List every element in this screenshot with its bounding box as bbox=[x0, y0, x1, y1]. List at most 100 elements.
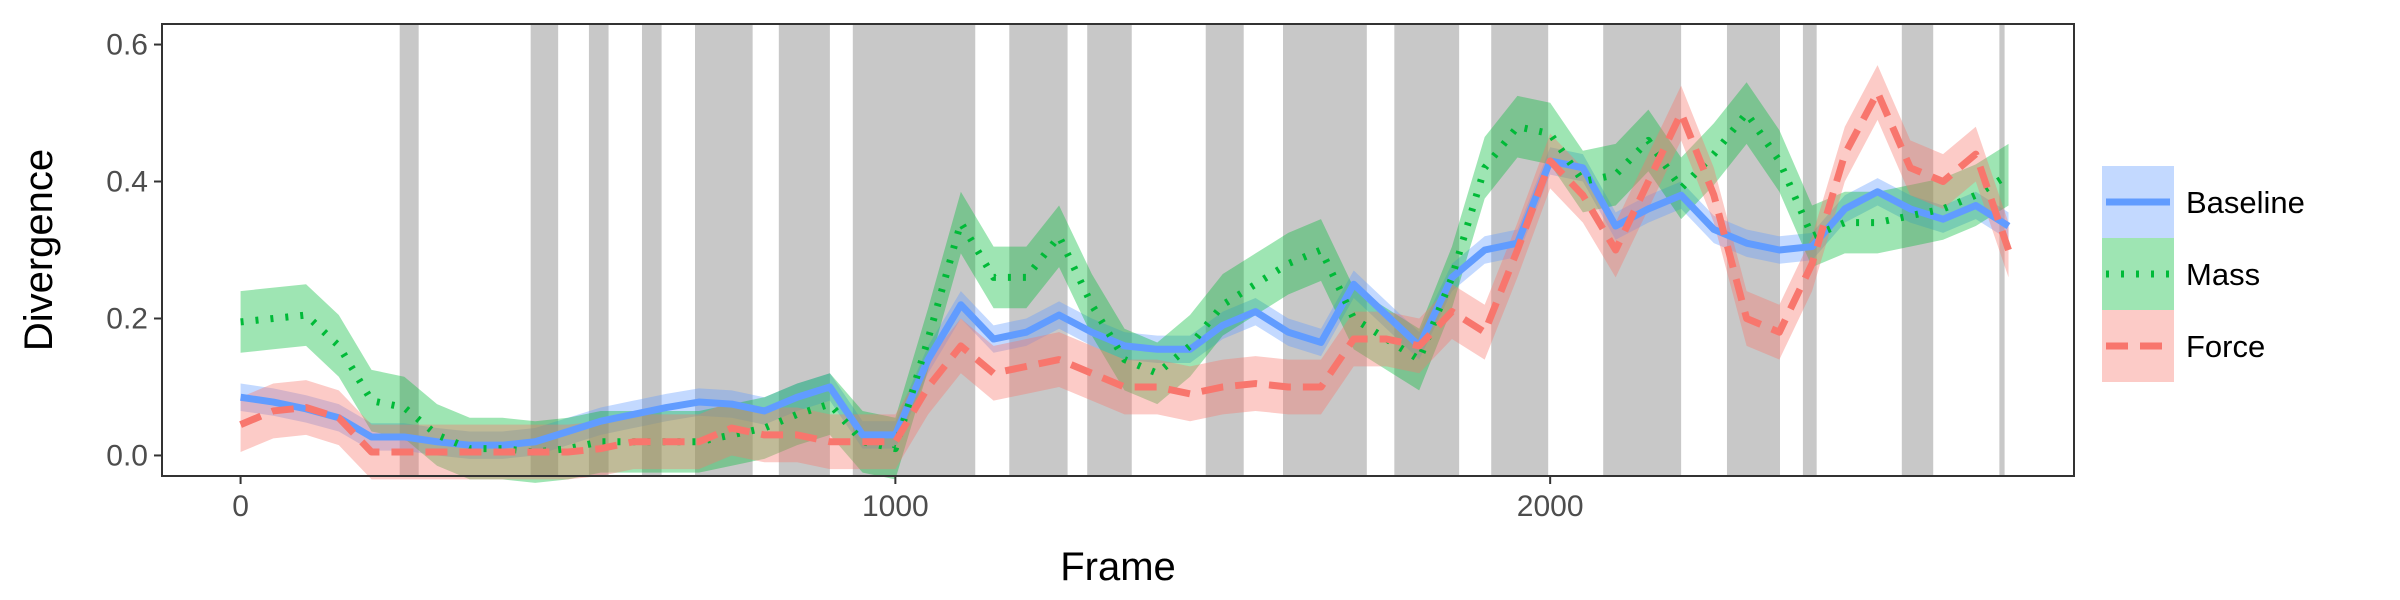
baseline-point bbox=[1812, 246, 1813, 247]
force-point bbox=[1353, 339, 1354, 340]
mass-point bbox=[306, 315, 307, 316]
y-tick-label: 0.6 bbox=[106, 29, 148, 62]
mass-point bbox=[1288, 263, 1289, 264]
shaded-intervals bbox=[399, 24, 2005, 476]
force-point bbox=[1026, 366, 1027, 367]
mass-point bbox=[1484, 167, 1485, 168]
mass-point bbox=[1648, 140, 1649, 141]
force-point bbox=[600, 448, 601, 449]
shaded-interval-8 bbox=[1009, 24, 1068, 476]
baseline-point bbox=[1943, 219, 1944, 220]
baseline-point bbox=[1157, 349, 1158, 350]
baseline-point bbox=[1386, 315, 1387, 316]
legend-item-mass: Mass bbox=[2102, 238, 2260, 310]
force-point bbox=[1844, 154, 1845, 155]
series-lines bbox=[239, 88, 2012, 456]
force-point bbox=[1812, 263, 1813, 264]
baseline-point bbox=[1059, 315, 1060, 316]
legend: Baseline Mass Force bbox=[2102, 166, 2305, 382]
mass-point bbox=[273, 318, 274, 319]
mass-point bbox=[1320, 250, 1321, 251]
mass-point bbox=[1124, 359, 1125, 360]
mass-point bbox=[1975, 195, 1976, 196]
mass-point bbox=[1681, 188, 1682, 189]
force-point bbox=[469, 452, 470, 453]
mass-point bbox=[1255, 284, 1256, 285]
mass-point bbox=[993, 277, 994, 278]
force-point bbox=[797, 434, 798, 435]
force-point bbox=[1681, 113, 1682, 114]
shaded-interval-1 bbox=[399, 24, 419, 476]
y-axis-title: Divergence bbox=[17, 149, 61, 351]
y-tick-label: 0.0 bbox=[106, 439, 148, 472]
shaded-interval-9 bbox=[1087, 24, 1132, 476]
mass-point bbox=[437, 434, 438, 435]
x-tick-label: 0 bbox=[232, 490, 249, 523]
baseline-point bbox=[240, 397, 241, 398]
mass-point bbox=[1517, 126, 1518, 127]
force-point bbox=[1288, 386, 1289, 387]
baseline-point bbox=[567, 431, 568, 432]
force-point bbox=[1255, 383, 1256, 384]
mass-point bbox=[1713, 154, 1714, 155]
force-point bbox=[1059, 359, 1060, 360]
force-point bbox=[338, 417, 339, 418]
legend-label-mass: Mass bbox=[2186, 257, 2260, 292]
mass-point bbox=[338, 345, 339, 346]
force-point bbox=[273, 410, 274, 411]
baseline-point bbox=[764, 410, 765, 411]
mass-point bbox=[2008, 174, 2009, 175]
baseline-line bbox=[240, 157, 2011, 449]
force-point bbox=[1190, 393, 1191, 394]
force-point bbox=[731, 428, 732, 429]
mass-point bbox=[1353, 318, 1354, 319]
force-point bbox=[535, 452, 536, 453]
force-point bbox=[567, 452, 568, 453]
shaded-interval-12 bbox=[1394, 24, 1460, 476]
baseline-point bbox=[1713, 229, 1714, 230]
mass-point bbox=[1550, 133, 1551, 134]
baseline-point bbox=[797, 397, 798, 398]
force-point bbox=[1779, 332, 1780, 333]
baseline-point bbox=[1255, 311, 1256, 312]
mass-point bbox=[1419, 359, 1420, 360]
mass-point bbox=[1582, 181, 1583, 182]
baseline-point bbox=[1910, 208, 1911, 209]
baseline-point bbox=[633, 414, 634, 415]
baseline-point bbox=[1582, 167, 1583, 168]
baseline-point bbox=[1615, 226, 1616, 227]
force-point bbox=[633, 441, 634, 442]
baseline-point bbox=[1124, 345, 1125, 346]
force-point bbox=[1550, 160, 1551, 161]
baseline-point bbox=[1026, 332, 1027, 333]
legend-label-force: Force bbox=[2186, 329, 2265, 364]
shaded-interval-17 bbox=[1901, 24, 1934, 476]
mass-point bbox=[1844, 222, 1845, 223]
baseline-point bbox=[698, 402, 699, 403]
baseline-point bbox=[371, 436, 372, 437]
force-point bbox=[895, 441, 896, 442]
force-point bbox=[1648, 181, 1649, 182]
force-point bbox=[1517, 250, 1518, 251]
force-point bbox=[1091, 373, 1092, 374]
force-point bbox=[666, 441, 667, 442]
baseline-point bbox=[1975, 205, 1976, 206]
baseline-point bbox=[502, 445, 503, 446]
mass-point bbox=[1059, 236, 1060, 237]
mass-point bbox=[1190, 345, 1191, 346]
mass-point bbox=[1910, 215, 1911, 216]
baseline-band bbox=[240, 147, 2009, 459]
shaded-interval-11 bbox=[1283, 24, 1367, 476]
baseline-point bbox=[273, 402, 274, 403]
force-point bbox=[1713, 195, 1714, 196]
mass-point bbox=[404, 407, 405, 408]
baseline-point bbox=[535, 441, 536, 442]
mass-point bbox=[1746, 113, 1747, 114]
mass-point bbox=[1615, 174, 1616, 175]
panel-border bbox=[161, 23, 2075, 477]
force-line bbox=[239, 88, 2012, 456]
force-point bbox=[698, 441, 699, 442]
mass-point bbox=[600, 441, 601, 442]
mass-point bbox=[240, 321, 241, 322]
